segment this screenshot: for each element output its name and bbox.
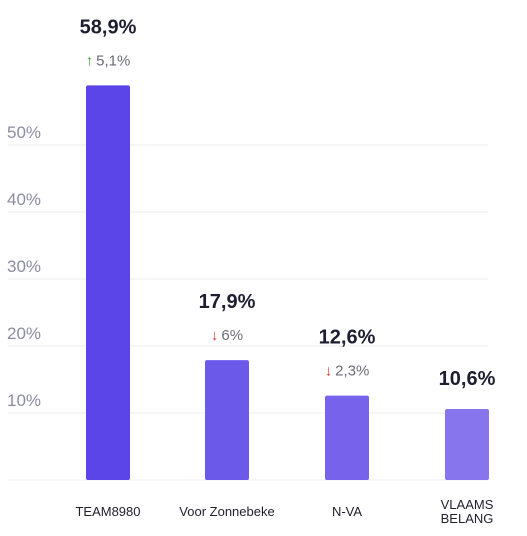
arrow-down-icon: ↓ <box>211 327 219 344</box>
arrow-up-icon: ↑ <box>86 52 94 69</box>
change-label: ↑ 5,1% <box>86 52 131 69</box>
y-tick-label: 50% <box>7 123 41 142</box>
value-label: 10,6% <box>439 368 496 390</box>
x-tick-label: Voor Zonnebeke <box>179 504 274 519</box>
value-label: 58,9% <box>80 16 137 38</box>
x-axis: TEAM8980 Voor Zonnebeke N-VA VLAAMS BELANG <box>75 497 493 526</box>
value-labels: 58,9%↑ 5,1%17,9%↓ 6% 12,6%↓ 2,3% 10,6% <box>80 16 496 390</box>
y-axis: 10% 20% 30% 40% 50% <box>7 123 41 410</box>
change-label: ↓ 2,3% <box>325 363 370 380</box>
x-tick-label: TEAM8980 <box>75 504 140 519</box>
bars <box>86 85 489 481</box>
y-tick-label: 20% <box>7 324 41 343</box>
change-value: 2,3% <box>335 363 369 380</box>
y-tick-label: 30% <box>7 257 41 276</box>
y-tick-label: 10% <box>7 391 41 410</box>
bar <box>86 85 130 481</box>
bar <box>205 360 249 480</box>
change-value: 5,1% <box>96 52 130 69</box>
change-label: ↓ 6% <box>211 327 243 344</box>
value-label: 17,9% <box>199 291 256 313</box>
change-value: 6% <box>221 327 243 344</box>
x-tick-label: VLAAMS BELANG <box>441 497 494 526</box>
x-tick-label: N-VA <box>332 504 362 519</box>
y-tick-label: 40% <box>7 190 41 209</box>
arrow-down-icon: ↓ <box>325 363 333 380</box>
bar <box>325 395 369 480</box>
value-label: 12,6% <box>319 327 376 349</box>
bar <box>445 408 489 480</box>
